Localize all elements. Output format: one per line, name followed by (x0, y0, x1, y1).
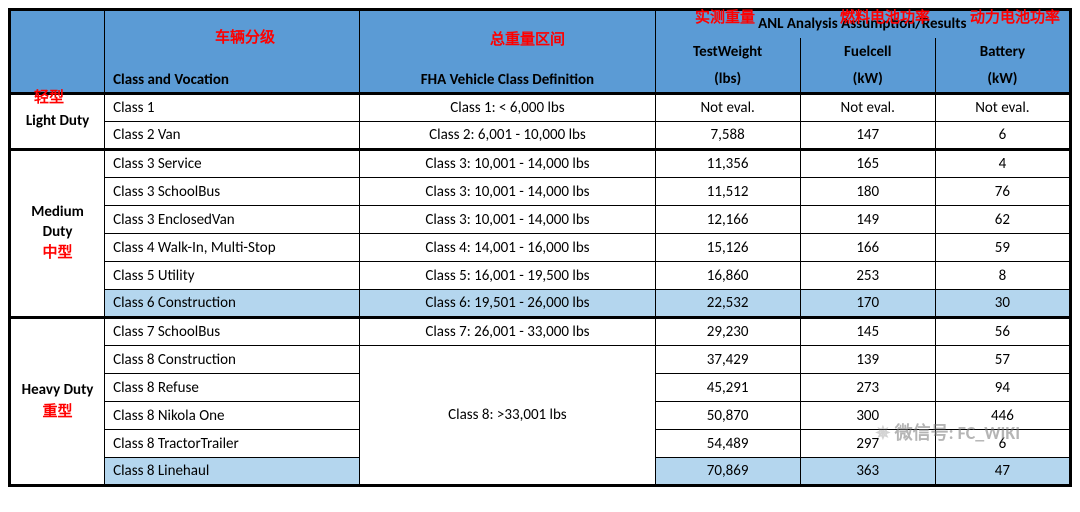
table-row: Class 8 Construction Class 8: >33,001 lb… (10, 346, 1071, 374)
fc: 165 (800, 150, 935, 178)
fc: 363 (800, 458, 935, 486)
fc: 166 (800, 234, 935, 262)
def: Class 2: 6,001 - 10,000 lbs (360, 122, 655, 150)
voc: Class 8 Construction (105, 346, 360, 374)
tw: 54,489 (655, 430, 800, 458)
voc: Class 7 SchoolBus (105, 318, 360, 346)
fc: 149 (800, 206, 935, 234)
table-row: Heavy Duty 重型 Class 7 SchoolBus Class 7:… (10, 318, 1071, 346)
table-row: Class 4 Walk-In, Multi-Stop Class 4: 14,… (10, 234, 1071, 262)
tw: 15,126 (655, 234, 800, 262)
voc: Class 8 Refuse (105, 374, 360, 402)
bt: 94 (935, 374, 1070, 402)
tw: 7,588 (655, 122, 800, 150)
def: Class 6: 19,501 - 26,000 lbs (360, 290, 655, 318)
fc: 253 (800, 262, 935, 290)
fc: Not eval. (800, 94, 935, 122)
duty-heavy: Heavy Duty 重型 (10, 318, 105, 486)
tw: Not eval. (655, 94, 800, 122)
bt: 57 (935, 346, 1070, 374)
hdr-fc1: Fuelcell (800, 38, 935, 66)
hdr-fha: FHA Vehicle Class Definition (360, 10, 655, 94)
def: Class 3: 10,001 - 14,000 lbs (360, 150, 655, 178)
table-row: Medium Duty 中型 Class 3 Service Class 3: … (10, 150, 1071, 178)
hdr-tw2: (lbs) (655, 66, 800, 94)
hdr-bt1: Battery (935, 38, 1070, 66)
bt: 56 (935, 318, 1070, 346)
bt: 62 (935, 206, 1070, 234)
vehicle-class-table: Class and Vocation FHA Vehicle Class Def… (8, 8, 1072, 487)
fc: 145 (800, 318, 935, 346)
voc: Class 6 Construction (105, 290, 360, 318)
fc: 147 (800, 122, 935, 150)
bt: 6 (935, 430, 1070, 458)
def: Class 5: 16,001 - 19,500 lbs (360, 262, 655, 290)
hdr-tw1: TestWeight (655, 38, 800, 66)
tw: 12,166 (655, 206, 800, 234)
hdr-anl: ANL Analysis Assumption/Results (655, 10, 1070, 38)
def: Class 4: 14,001 - 16,000 lbs (360, 234, 655, 262)
bt: 76 (935, 178, 1070, 206)
tw: 50,870 (655, 402, 800, 430)
bt: 4 (935, 150, 1070, 178)
tw: 70,869 (655, 458, 800, 486)
duty-light: Light Duty (10, 94, 105, 150)
bt: 8 (935, 262, 1070, 290)
duty-medium-en: Medium Duty (17, 203, 98, 242)
duty-medium-cn: 中型 (17, 244, 98, 264)
fc: 170 (800, 290, 935, 318)
voc: Class 3 Service (105, 150, 360, 178)
tw: 22,532 (655, 290, 800, 318)
hdr-class-vocation: Class and Vocation (105, 10, 360, 94)
fc: 273 (800, 374, 935, 402)
voc: Class 8 Linehaul (105, 458, 360, 486)
table-row: Class 5 Utility Class 5: 16,001 - 19,500… (10, 262, 1071, 290)
bt: 47 (935, 458, 1070, 486)
tw: 11,356 (655, 150, 800, 178)
table-row: Class 2 Van Class 2: 6,001 - 10,000 lbs … (10, 122, 1071, 150)
fc: 297 (800, 430, 935, 458)
table-row: Class 6 Construction Class 6: 19,501 - 2… (10, 290, 1071, 318)
def: Class 3: 10,001 - 14,000 lbs (360, 206, 655, 234)
hdr-blank (10, 10, 105, 94)
table-row: Class 3 SchoolBus Class 3: 10,001 - 14,0… (10, 178, 1071, 206)
fc: 300 (800, 402, 935, 430)
hdr-fc2: (kW) (800, 66, 935, 94)
voc: Class 5 Utility (105, 262, 360, 290)
tw: 37,429 (655, 346, 800, 374)
fc: 139 (800, 346, 935, 374)
duty-heavy-en: Heavy Duty (17, 381, 98, 401)
def: Class 3: 10,001 - 14,000 lbs (360, 178, 655, 206)
tw: 45,291 (655, 374, 800, 402)
voc: Class 3 EnclosedVan (105, 206, 360, 234)
fc: 180 (800, 178, 935, 206)
def-class8: Class 8: >33,001 lbs (360, 346, 655, 486)
voc: Class 8 Nikola One (105, 402, 360, 430)
table-row: Class 3 EnclosedVan Class 3: 10,001 - 14… (10, 206, 1071, 234)
hdr-bt2: (kW) (935, 66, 1070, 94)
duty-heavy-cn: 重型 (17, 403, 98, 423)
voc: Class 1 (105, 94, 360, 122)
duty-medium: Medium Duty 中型 (10, 150, 105, 318)
duty-light-en: Light Duty (17, 112, 98, 132)
bt: 446 (935, 402, 1070, 430)
bt: 6 (935, 122, 1070, 150)
table-row: Light Duty Class 1 Class 1: < 6,000 lbs … (10, 94, 1071, 122)
voc: Class 2 Van (105, 122, 360, 150)
bt: 30 (935, 290, 1070, 318)
bt: 59 (935, 234, 1070, 262)
tw: 16,860 (655, 262, 800, 290)
voc: Class 3 SchoolBus (105, 178, 360, 206)
voc: Class 8 TractorTrailer (105, 430, 360, 458)
def: Class 7: 26,001 - 33,000 lbs (360, 318, 655, 346)
tw: 29,230 (655, 318, 800, 346)
tw: 11,512 (655, 178, 800, 206)
bt: Not eval. (935, 94, 1070, 122)
def: Class 1: < 6,000 lbs (360, 94, 655, 122)
voc: Class 4 Walk-In, Multi-Stop (105, 234, 360, 262)
